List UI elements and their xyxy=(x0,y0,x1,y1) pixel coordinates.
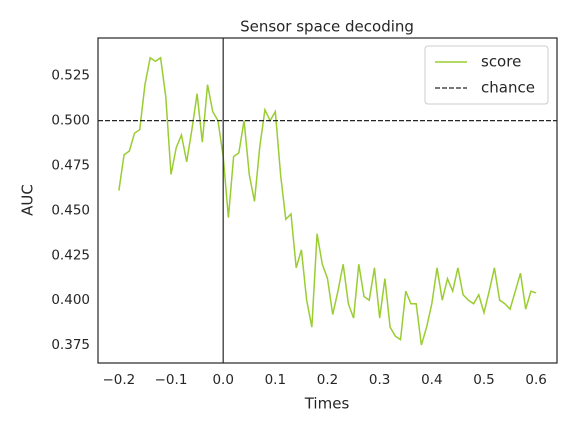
x-tick-label: 0.2 xyxy=(317,372,338,388)
y-tick-label: 0.475 xyxy=(51,157,90,173)
y-tick-label: 0.450 xyxy=(51,202,90,218)
y-tick-label: 0.525 xyxy=(51,68,90,84)
x-tick-label: 0.1 xyxy=(265,372,286,388)
x-tick-label: 0.5 xyxy=(473,372,494,388)
score-line xyxy=(118,56,537,346)
x-axis-label: Times xyxy=(304,395,350,413)
x-tick-label: 0.3 xyxy=(369,372,390,388)
x-tick-label: 0.4 xyxy=(421,372,442,388)
y-tick-label: 0.500 xyxy=(51,113,90,129)
chart-title: Sensor space decoding xyxy=(240,18,414,36)
y-tick-label: 0.375 xyxy=(51,337,90,353)
x-tick-label: 0.6 xyxy=(525,372,546,388)
legend-box xyxy=(424,45,549,105)
y-tick-label: 0.400 xyxy=(51,292,90,308)
x-tick-label: 0.0 xyxy=(212,372,233,388)
y-tick-label: 0.425 xyxy=(51,247,90,263)
x-tick-label: −0.1 xyxy=(155,372,188,388)
plot-frame xyxy=(97,37,558,364)
legend-label: score xyxy=(481,53,521,71)
legend-label: chance xyxy=(481,79,535,97)
x-tick-label: −0.2 xyxy=(102,372,135,388)
y-axis-label: AUC xyxy=(19,184,37,216)
